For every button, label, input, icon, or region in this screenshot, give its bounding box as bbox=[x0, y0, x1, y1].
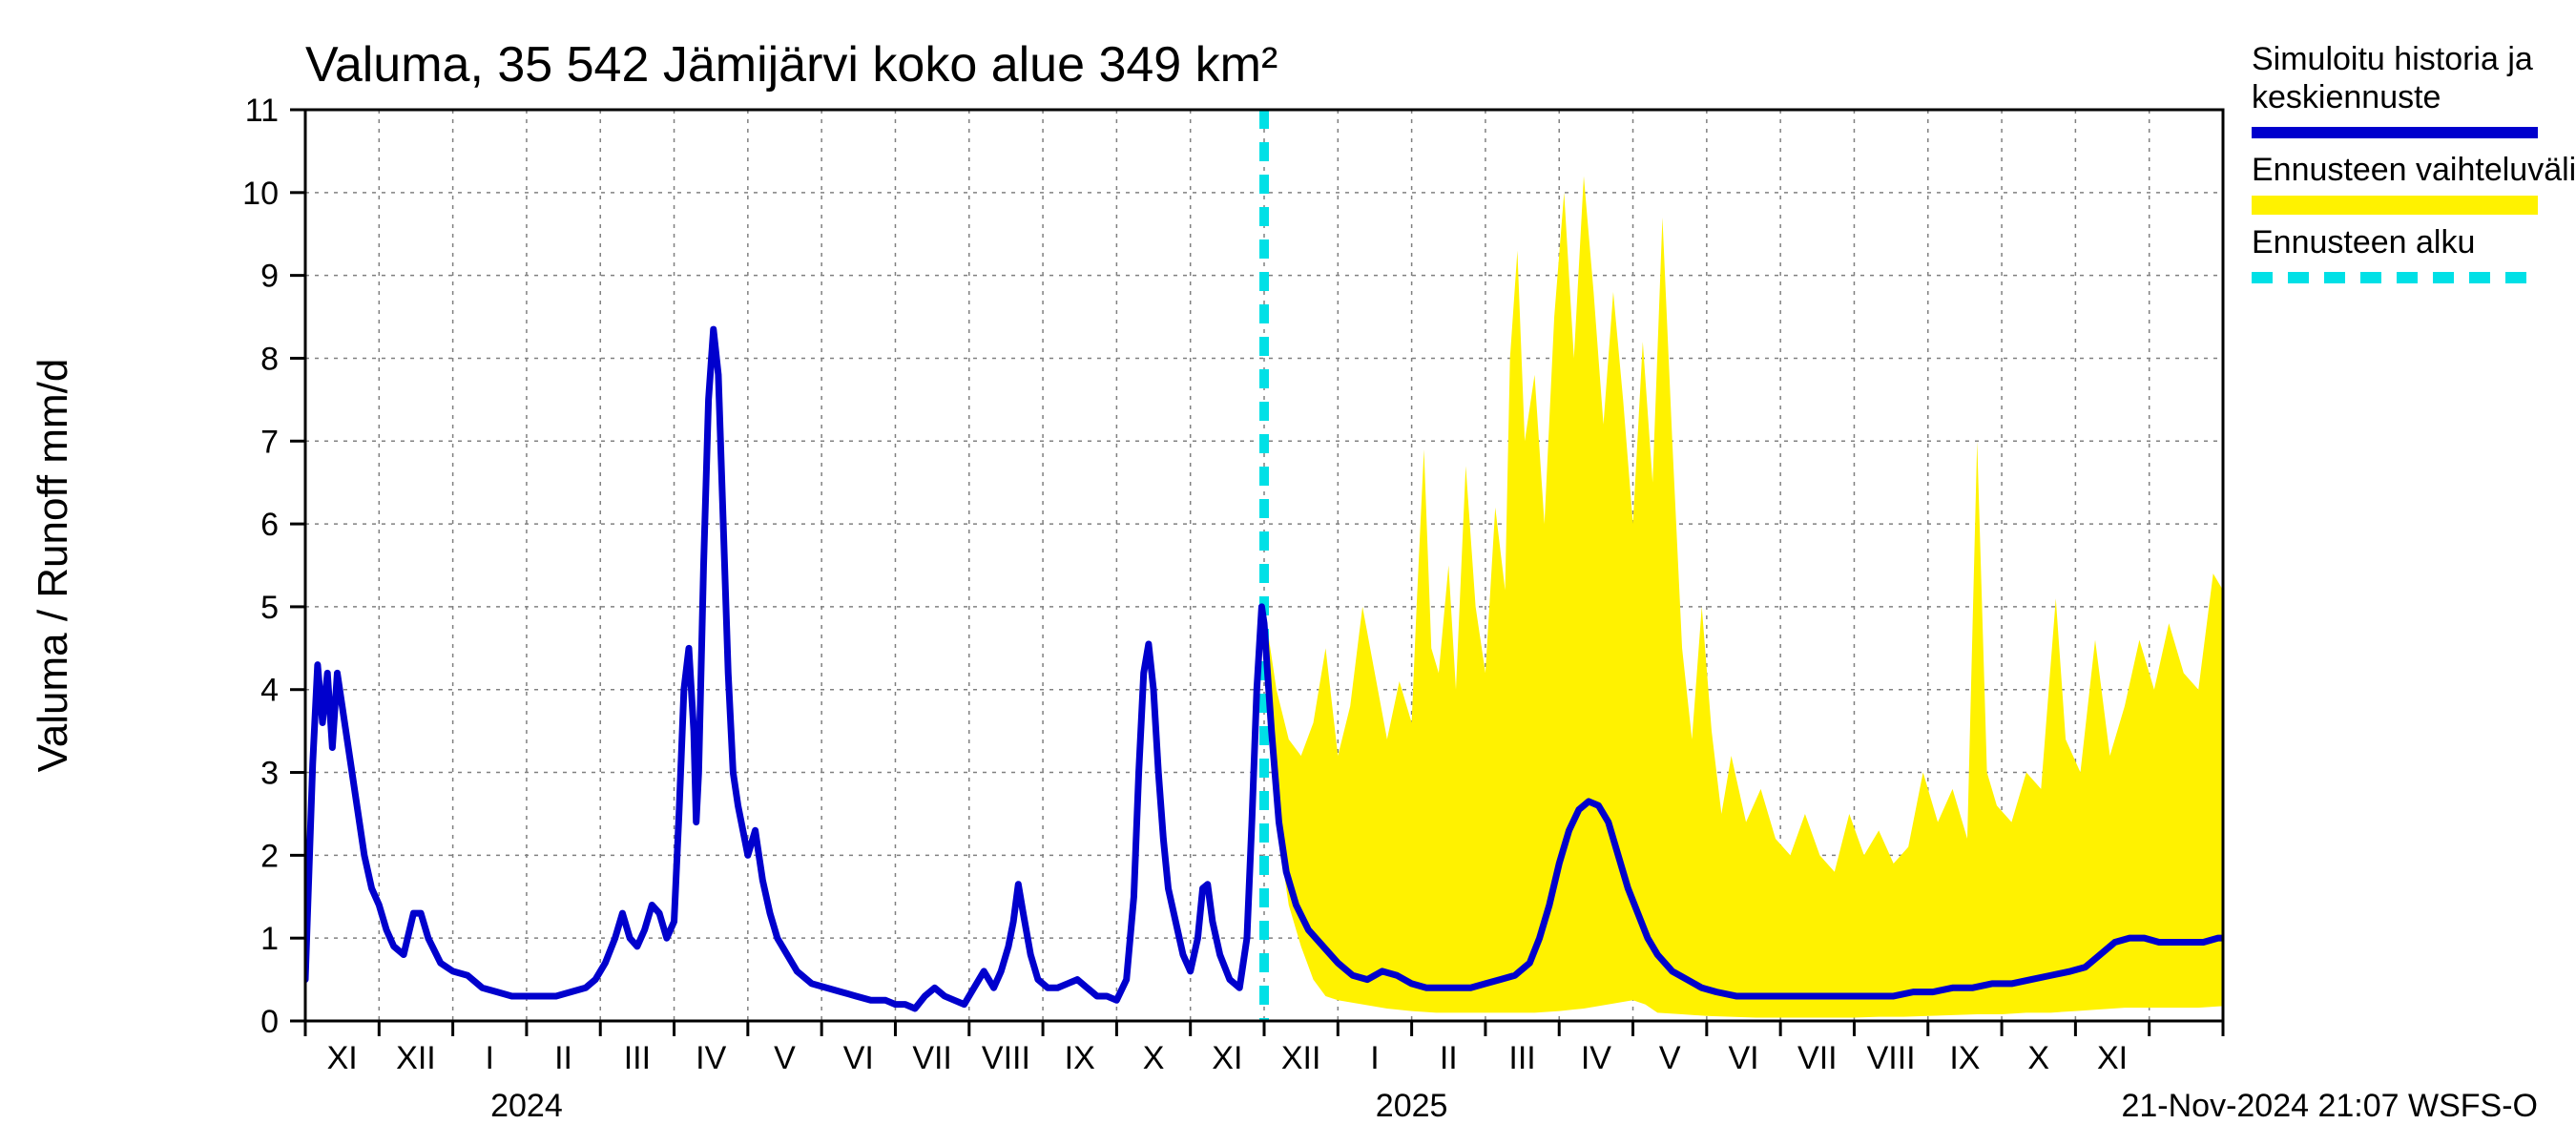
y-tick-label: 11 bbox=[245, 93, 279, 129]
chart-title: Valuma, 35 542 Jämijärvi koko alue 349 k… bbox=[305, 37, 1278, 93]
x-month-label: IV bbox=[696, 1040, 726, 1076]
x-month-label: I bbox=[1370, 1040, 1379, 1076]
x-month-label: VI bbox=[1728, 1040, 1758, 1076]
x-month-label: XI bbox=[2097, 1040, 2128, 1076]
x-year-label: 2025 bbox=[1376, 1088, 1448, 1124]
x-month-label: VIII bbox=[982, 1040, 1030, 1076]
legend-label: Simuloitu historia ja bbox=[2252, 41, 2533, 77]
legend-label: Ennusteen alku bbox=[2252, 224, 2475, 260]
y-tick-label: 5 bbox=[260, 590, 279, 626]
x-month-label: I bbox=[486, 1040, 494, 1076]
x-month-label: VII bbox=[912, 1040, 952, 1076]
x-month-label: III bbox=[1508, 1040, 1535, 1076]
runoff-forecast-chart: 01234567891011XIXIIIIIIIIIVVVIVIIVIIIIXX… bbox=[0, 0, 2576, 1145]
chart-footer: 21-Nov-2024 21:07 WSFS-O bbox=[2121, 1088, 2538, 1124]
y-tick-label: 3 bbox=[260, 756, 279, 792]
x-year-label: 2024 bbox=[490, 1088, 563, 1124]
x-month-label: XII bbox=[396, 1040, 436, 1076]
y-tick-label: 1 bbox=[260, 921, 279, 957]
y-tick-label: 9 bbox=[260, 259, 279, 295]
legend-label: keskiennuste bbox=[2252, 79, 2441, 115]
x-month-label: II bbox=[1440, 1040, 1458, 1076]
y-tick-label: 7 bbox=[260, 424, 279, 460]
x-month-label: X bbox=[2027, 1040, 2049, 1076]
legend-label: Ennusteen vaihteluväli bbox=[2252, 152, 2576, 188]
x-month-label: III bbox=[624, 1040, 651, 1076]
y-tick-label: 4 bbox=[260, 673, 279, 709]
y-tick-label: 10 bbox=[242, 176, 279, 212]
x-month-label: X bbox=[1143, 1040, 1165, 1076]
legend-swatch-area bbox=[2252, 196, 2538, 215]
x-month-label: VIII bbox=[1867, 1040, 1916, 1076]
x-month-label: VI bbox=[843, 1040, 874, 1076]
y-axis-label: Valuma / Runoff mm/d bbox=[30, 359, 76, 773]
y-tick-label: 6 bbox=[260, 507, 279, 543]
x-month-label: IX bbox=[1065, 1040, 1095, 1076]
x-month-label: V bbox=[774, 1040, 796, 1076]
y-tick-label: 8 bbox=[260, 341, 279, 377]
x-month-label: XII bbox=[1281, 1040, 1321, 1076]
x-month-label: IX bbox=[1949, 1040, 1980, 1076]
x-month-label: IV bbox=[1581, 1040, 1611, 1076]
y-tick-label: 2 bbox=[260, 838, 279, 874]
x-month-label: XI bbox=[1212, 1040, 1242, 1076]
x-month-label: II bbox=[554, 1040, 572, 1076]
x-month-label: XI bbox=[327, 1040, 358, 1076]
y-tick-label: 0 bbox=[260, 1004, 279, 1040]
x-month-label: VII bbox=[1797, 1040, 1838, 1076]
x-month-label: V bbox=[1659, 1040, 1681, 1076]
